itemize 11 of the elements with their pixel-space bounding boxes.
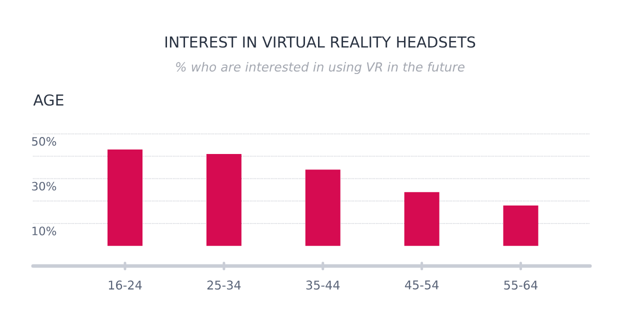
y-tick-label: 30% <box>32 182 56 191</box>
x-tick-label: 55-64 <box>504 280 538 290</box>
y-tick-label: 50% <box>32 137 56 146</box>
x-tick-label: 35-44 <box>306 280 340 290</box>
x-tick-label: 45-54 <box>404 280 439 290</box>
chart-subtitle: % who are interested in using VR in the future <box>176 62 464 74</box>
x-tick-label: 16-24 <box>108 280 142 290</box>
chart-title: INTEREST IN VIRTUAL REALITY HEADSETS <box>166 36 476 48</box>
x-tick-label: 25-34 <box>207 280 241 290</box>
x-axis-title: AGE <box>33 94 64 106</box>
y-tick-label: 10% <box>32 226 56 236</box>
